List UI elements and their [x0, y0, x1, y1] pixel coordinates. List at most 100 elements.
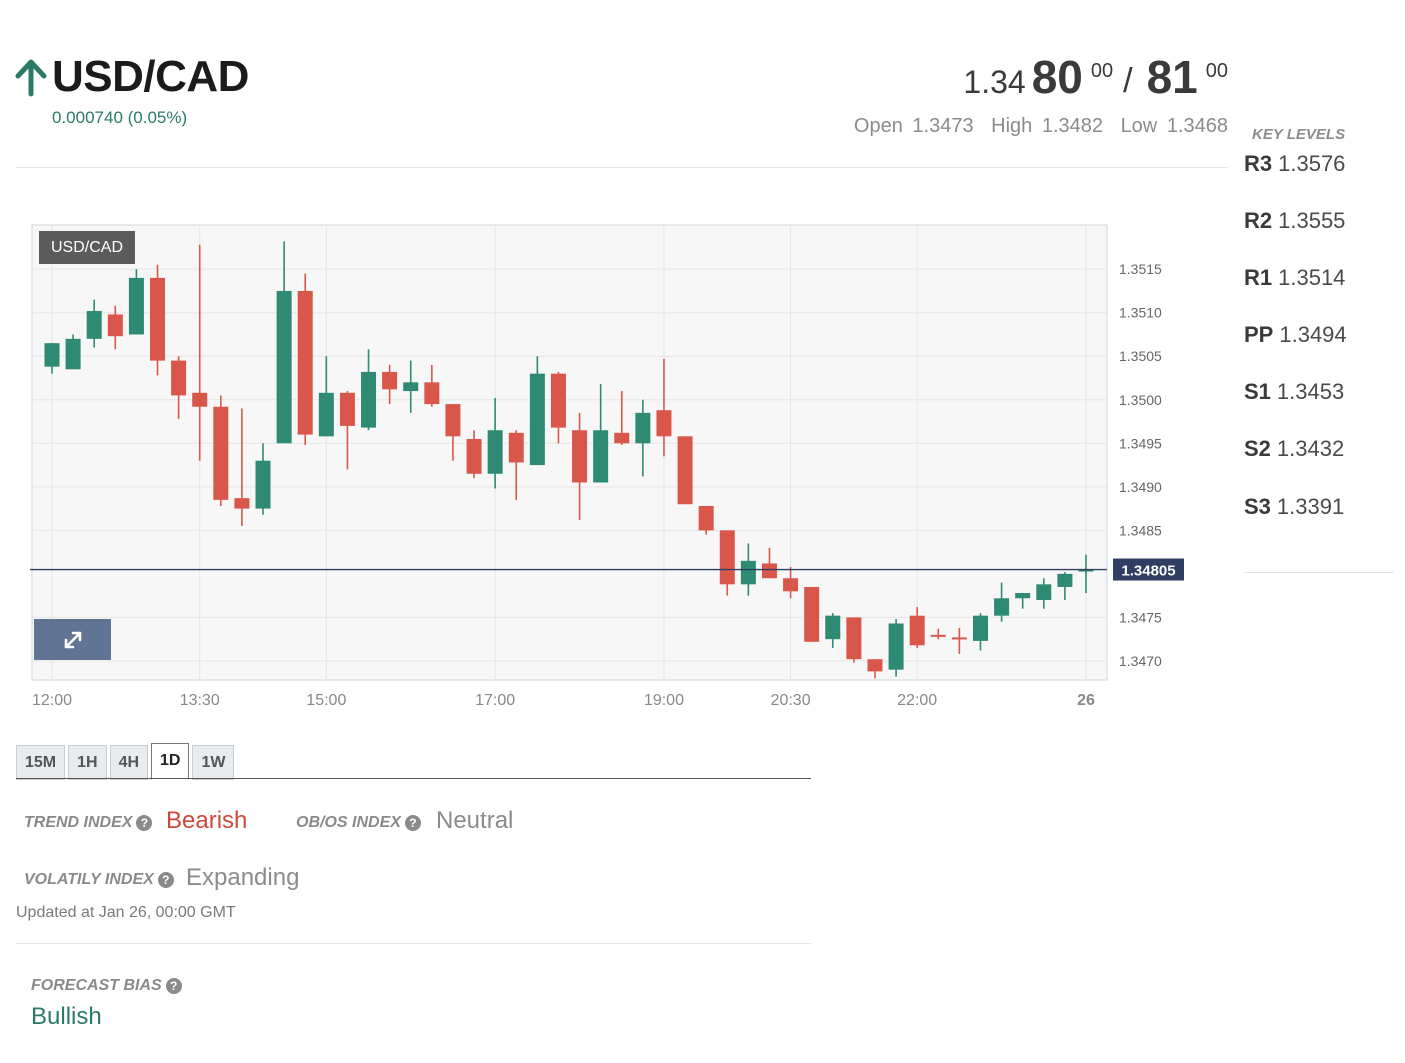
high-label: High [991, 115, 1033, 137]
key-level-value: 1.3576 [1278, 151, 1346, 176]
price-separator: / [1123, 62, 1133, 100]
question-circle-icon[interactable]: ? [136, 815, 153, 831]
x-tick-label: 20:30 [771, 692, 811, 709]
key-level-value: 1.3432 [1276, 436, 1345, 461]
ohl-summary: Open 1.3473 High 1.3482 Low 1.3468 [842, 115, 1228, 138]
key-level-label: R1 [1244, 265, 1273, 290]
tab-15m[interactable]: 15M [16, 745, 66, 780]
x-axis: 12:00 13:30 15:00 17:00 19:00 20:30 22:00 26 [32, 692, 1095, 709]
y-tick-label: 1.3485 [1119, 522, 1162, 538]
obos-index-label-text: OB/OS INDEX [296, 814, 401, 831]
key-level-value: 1.3514 [1278, 265, 1346, 290]
candle-down [656, 410, 672, 437]
current-price-label: 1.34805 [1121, 563, 1175, 580]
candle-down [846, 617, 862, 660]
candle-up [1036, 584, 1052, 600]
key-level-r3: R3 1.3576 [1244, 151, 1345, 177]
candle-up [994, 598, 1010, 616]
y-tick-label: 1.3475 [1119, 609, 1162, 625]
tab-1h[interactable]: 1H [68, 745, 107, 780]
candle-up [888, 623, 904, 670]
candle-down [698, 505, 714, 531]
key-level-value: 1.3453 [1276, 379, 1345, 404]
candlestick-chart[interactable]: 1.34805 1.35151.35101.35051.35001.34951.… [0, 215, 1200, 715]
key-level-label: PP [1244, 322, 1274, 347]
candle-down [107, 314, 123, 337]
candle-down [572, 430, 588, 483]
updated-timestamp: Updated at Jan 26, 00:00 GMT [16, 904, 236, 921]
question-circle-icon[interactable]: ? [404, 815, 421, 831]
plot-area [31, 224, 1108, 681]
candle-down [192, 392, 208, 407]
expand-icon [64, 631, 81, 648]
question-circle-icon[interactable]: ? [157, 872, 174, 888]
candle-up [1015, 593, 1031, 599]
tab-1d[interactable]: 1D [151, 743, 190, 780]
candle-down [171, 360, 187, 396]
candle-up [44, 343, 60, 367]
y-tick-label: 1.3500 [1119, 392, 1162, 408]
key-level-label: S2 [1244, 436, 1271, 461]
candle-down [677, 436, 693, 505]
tabs-underline [16, 778, 811, 779]
x-tick-label: 12:00 [32, 692, 72, 709]
volatility-index-label-text: VOLATILY INDEX [24, 871, 154, 888]
candles [44, 241, 1094, 679]
key-level-value: 1.3555 [1278, 208, 1346, 233]
tab-4h[interactable]: 4H [109, 745, 149, 780]
bid-ask-price: 1.34 80 00 / 81 00 [963, 50, 1228, 104]
key-level-value: 1.3494 [1279, 322, 1347, 347]
candle-up [1057, 573, 1073, 587]
question-circle-icon[interactable]: ? [165, 978, 182, 994]
price-label-bg [1113, 558, 1184, 581]
y-tick-label: 1.3515 [1119, 261, 1162, 277]
high-value: 1.3482 [1041, 115, 1103, 137]
tab-1w[interactable]: 1W [192, 745, 235, 780]
candle-down [150, 277, 166, 361]
trend-index-label-text: TREND INDEX [24, 814, 133, 831]
expand-chart-button[interactable] [34, 619, 111, 660]
key-level-label: S3 [1244, 494, 1271, 519]
bid-pips: 80 [1031, 51, 1083, 103]
candle-down [466, 438, 482, 474]
y-tick-label: 1.3495 [1119, 435, 1162, 451]
volatility-index-label: VOLATILY INDEX? [24, 871, 174, 889]
low-value: 1.3468 [1166, 115, 1228, 137]
open-label: Open [853, 115, 903, 137]
key-level-r1: R1 1.3514 [1244, 265, 1345, 291]
candle-down [909, 615, 925, 646]
obos-index-value: Neutral [436, 807, 514, 834]
key-levels-divider [1244, 572, 1394, 573]
key-level-label: R2 [1244, 208, 1273, 233]
obos-index-label: OB/OS INDEX? [296, 814, 421, 832]
key-level-s2: S2 1.3432 [1244, 436, 1344, 462]
x-tick-label: 22:00 [897, 692, 937, 709]
candle-down [339, 392, 355, 426]
forecast-bias-value: Bullish [31, 1003, 102, 1030]
candle-down [550, 373, 566, 428]
y-tick-label: 1.3505 [1119, 348, 1162, 364]
volatility-index-value: Expanding [186, 864, 300, 891]
candle-down [719, 530, 735, 585]
candle-down [508, 432, 524, 463]
candle-up [65, 338, 81, 370]
candle-down [761, 563, 777, 579]
candle-down [614, 432, 630, 444]
trend-index-value: Bearish [166, 807, 248, 834]
key-level-s3: S3 1.3391 [1244, 494, 1344, 520]
candle-up [403, 382, 419, 392]
candle-down [234, 498, 250, 509]
key-level-value: 1.3391 [1276, 494, 1345, 519]
ask-pips: 81 [1146, 51, 1198, 103]
candle-up [276, 290, 292, 444]
x-tick-label: 13:30 [180, 692, 220, 709]
header-divider [16, 167, 1228, 168]
candle-up [255, 460, 271, 509]
price-prefix: 1.34 [963, 64, 1026, 100]
x-tick-label: 17:00 [475, 692, 515, 709]
candle-up [593, 430, 609, 483]
bid-fraction: 00 [1090, 60, 1114, 82]
low-label: Low [1120, 115, 1158, 137]
candle-down [445, 404, 461, 437]
arrow-up-icon [15, 59, 47, 97]
